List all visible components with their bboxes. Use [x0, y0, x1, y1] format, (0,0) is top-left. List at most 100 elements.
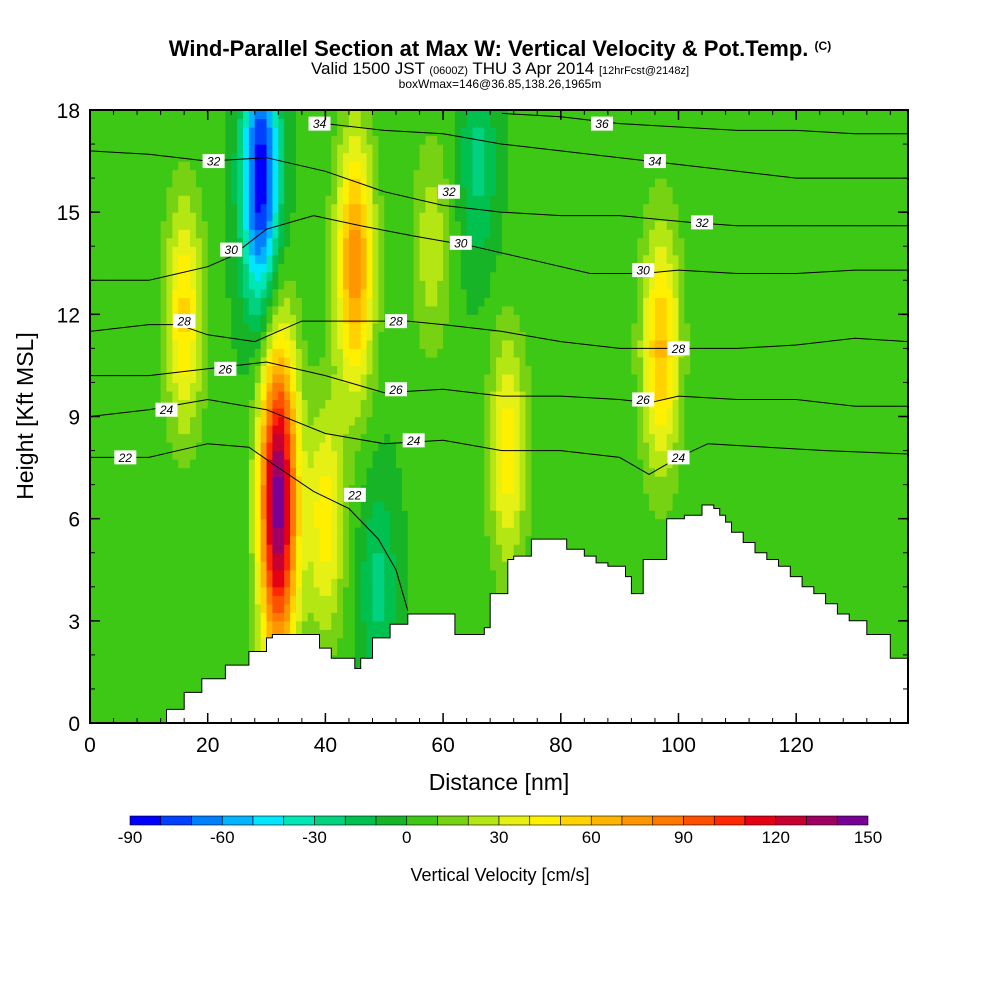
field-cell — [466, 629, 474, 639]
field-cell — [131, 399, 138, 409]
field-cell — [154, 595, 162, 605]
field-cell — [95, 612, 103, 622]
field-cell — [301, 501, 309, 511]
field-cell — [172, 186, 179, 196]
field-cell — [272, 339, 279, 349]
field-cell — [260, 135, 268, 145]
field-cell — [225, 433, 232, 443]
field-cell — [125, 697, 132, 707]
field-cell — [396, 595, 403, 605]
field-cell — [207, 552, 215, 562]
field-cell — [325, 595, 332, 605]
field-cell — [266, 561, 274, 571]
field-cell — [319, 416, 326, 426]
field-cell — [319, 237, 326, 247]
field-cell — [284, 586, 291, 596]
field-cell — [95, 169, 103, 179]
field-cell — [119, 688, 126, 699]
field-cell — [248, 186, 256, 196]
field-cell — [360, 552, 368, 562]
field-cell — [437, 603, 444, 613]
field-cell — [195, 339, 203, 349]
field-cell — [472, 229, 479, 239]
field-cell — [160, 450, 168, 460]
field-cell — [484, 620, 491, 630]
field-cell — [113, 552, 121, 562]
field-cell — [243, 237, 250, 247]
field-cell — [207, 297, 215, 307]
field-cell — [190, 271, 197, 281]
field-cell — [284, 425, 291, 435]
field-cell — [484, 186, 491, 196]
field-cell — [254, 331, 262, 341]
field-cell — [343, 535, 350, 545]
field-cell — [101, 518, 109, 528]
field-cell — [360, 152, 368, 162]
field-cell — [301, 220, 309, 230]
field-cell — [90, 501, 97, 511]
field-cell — [325, 442, 332, 452]
field-cell — [348, 399, 356, 409]
field-cell — [478, 390, 485, 401]
field-cell — [472, 629, 479, 639]
field-cell — [225, 425, 232, 435]
field-cell — [348, 161, 356, 171]
field-cell — [272, 442, 279, 452]
field-cell — [243, 314, 250, 324]
field-cell — [272, 348, 279, 358]
field-cell — [354, 544, 362, 554]
field-cell — [460, 161, 468, 171]
field-cell — [201, 110, 209, 120]
field-cell — [131, 356, 138, 367]
field-cell — [384, 518, 391, 528]
field-cell — [319, 595, 326, 605]
field-cell — [125, 203, 132, 213]
field-cell — [431, 331, 438, 341]
field-cell — [295, 288, 303, 298]
field-cell — [325, 280, 332, 290]
field-cell — [466, 314, 474, 324]
field-cell — [384, 152, 391, 162]
field-cell — [190, 510, 197, 520]
field-cell — [190, 186, 197, 196]
field-cell — [237, 561, 244, 571]
field-cell — [178, 654, 185, 664]
field-cell — [184, 459, 191, 469]
field-cell — [313, 169, 321, 179]
field-cell — [95, 646, 103, 656]
field-cell — [425, 595, 432, 605]
field-cell — [237, 569, 244, 579]
field-cell — [243, 637, 250, 647]
field-cell — [125, 518, 132, 528]
field-cell — [407, 220, 415, 230]
field-cell — [178, 612, 185, 622]
field-cell — [148, 629, 156, 639]
field-cell — [278, 603, 285, 613]
field-cell — [337, 518, 344, 528]
field-cell — [401, 518, 409, 528]
field-cell — [142, 612, 150, 622]
field-cell — [378, 586, 385, 596]
field-cell — [125, 612, 132, 622]
field-cell — [190, 254, 197, 264]
field-cell — [248, 271, 256, 281]
field-cell — [460, 135, 468, 145]
field-cell — [348, 348, 356, 358]
field-cell — [272, 271, 279, 281]
field-cell — [154, 212, 162, 222]
field-cell — [372, 135, 379, 145]
field-cell — [160, 544, 168, 554]
field-cell — [113, 152, 121, 162]
field-cell — [472, 561, 479, 571]
field-cell — [119, 263, 126, 273]
field-cell — [225, 535, 232, 545]
field-cell — [213, 118, 221, 128]
field-cell — [278, 544, 285, 554]
field-cell — [237, 152, 244, 162]
field-cell — [448, 127, 456, 137]
field-cell — [337, 399, 344, 409]
field-cell — [195, 212, 203, 222]
field-cell — [301, 339, 309, 349]
field-cell — [148, 348, 156, 358]
field-cell — [343, 390, 350, 401]
